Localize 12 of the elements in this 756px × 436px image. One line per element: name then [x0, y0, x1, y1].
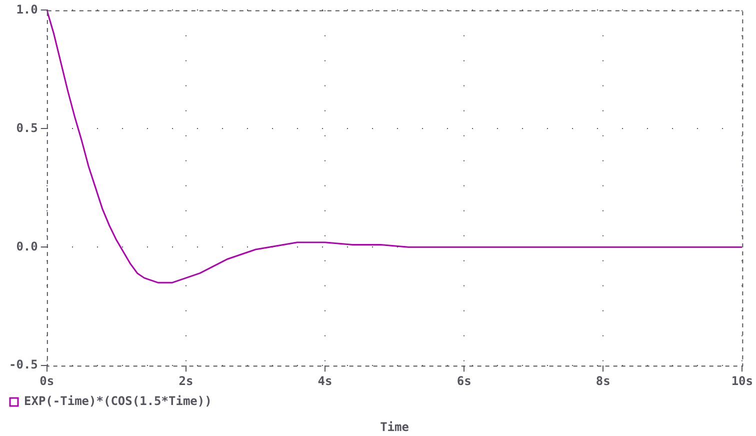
y-tick-label: 0.0: [16, 239, 38, 254]
y-tick-label: 1.0: [16, 2, 38, 16]
x-tick-label: 2s: [178, 374, 194, 388]
legend-label: EXP(-Time)*(COS(1.5*Time)): [24, 394, 212, 408]
x-tick-label: 0s: [40, 374, 54, 388]
x-tick-label: 10s: [731, 374, 754, 388]
x-tick-label: 4s: [318, 374, 332, 388]
y-tick-label: -0.5: [8, 358, 38, 372]
x-tick-label: 8s: [596, 374, 610, 388]
y-tick-label: 0.5: [16, 120, 38, 135]
x-axis-title: Time: [380, 420, 409, 434]
x-tick-label: 6s: [456, 374, 472, 388]
